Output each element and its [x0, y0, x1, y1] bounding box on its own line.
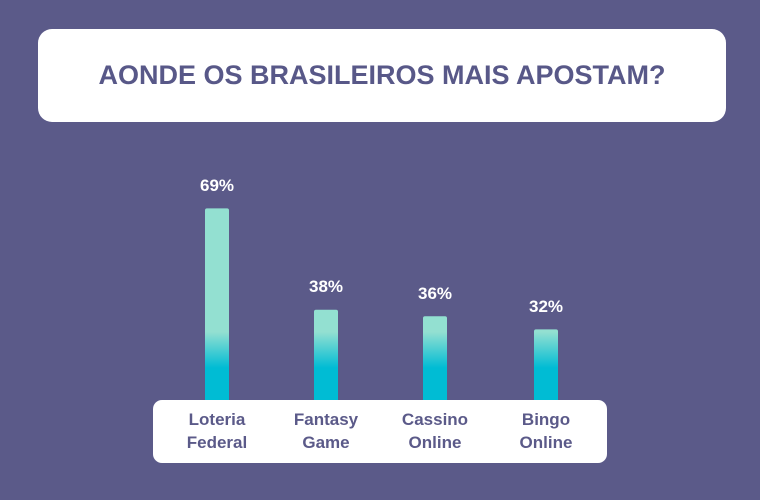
label-box — [153, 400, 607, 463]
value-label: 69% — [200, 176, 234, 195]
labels: Loteria Federal Fantasy Game Cassino Online Bi… — [187, 410, 573, 452]
value-label: 36% — [418, 284, 452, 303]
x-tick-label: Cassino Online — [402, 410, 468, 452]
value-label: 38% — [309, 277, 343, 296]
x-tick-label: Loteria Federal — [187, 410, 247, 452]
title-box — [38, 29, 726, 122]
x-tick-label: Fantasy Game — [294, 410, 359, 452]
bar — [205, 208, 229, 434]
chart-title: AONDE OS BRASILEIROS MAIS APOSTAM? — [98, 60, 665, 90]
value-label: 32% — [529, 297, 563, 316]
x-tick-label: Bingo Online — [520, 410, 573, 452]
